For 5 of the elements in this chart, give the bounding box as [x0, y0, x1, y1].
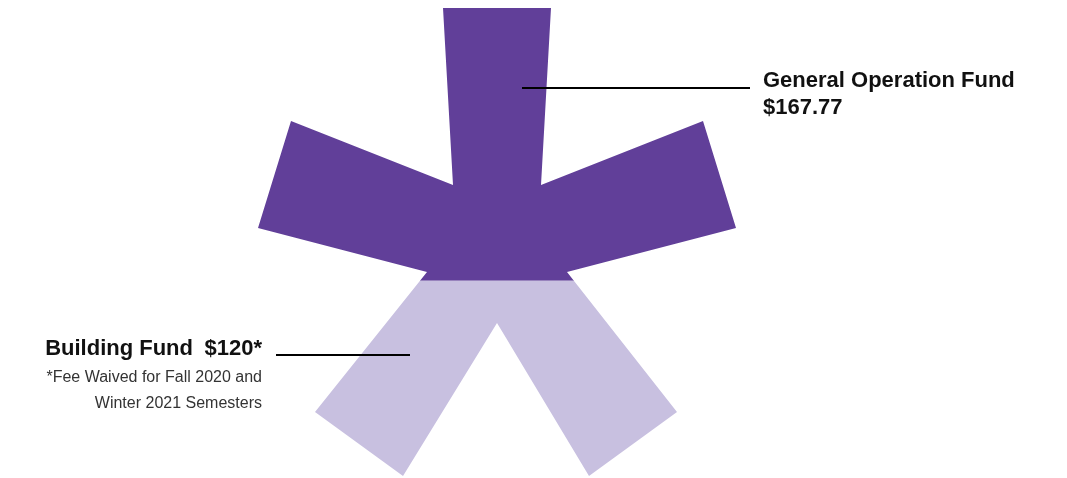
category-label: Building Fund	[45, 335, 193, 360]
data-label: $167.77	[763, 94, 843, 119]
data-label: $120*	[204, 335, 263, 360]
text: *Fee Waived for Fall 2020 and Winter 2021 Semesters	[46, 368, 262, 411]
category-label: General Operation Fund	[763, 67, 1015, 92]
